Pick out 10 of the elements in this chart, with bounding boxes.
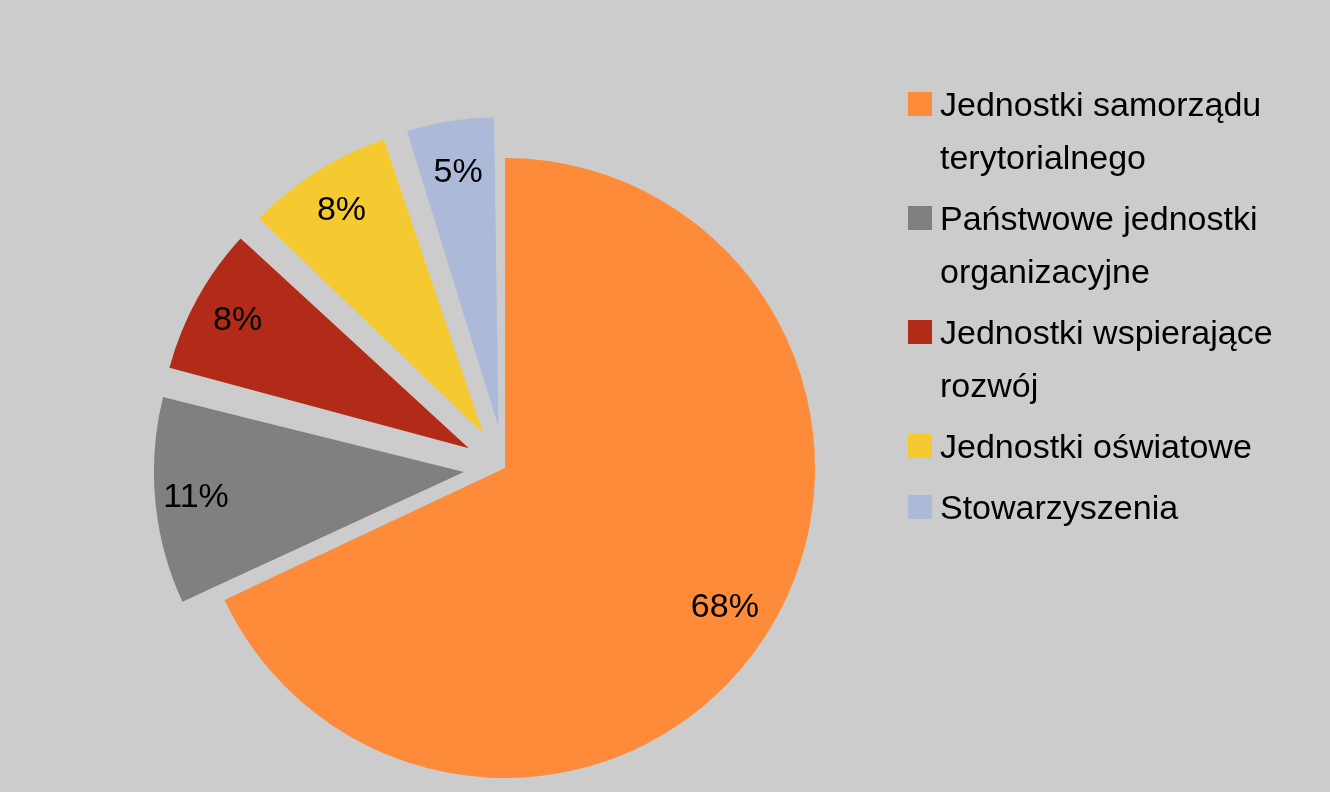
legend-label: Jednostki wspierające rozwój [940,312,1274,406]
data-label: 68% [690,585,759,624]
data-label: 11% [163,475,229,514]
legend-label: Jednostki samorządu terytorialnego [940,84,1263,178]
legend-label: Państwowe jednostki organizacyjne [940,198,1259,292]
legend-label: Jednostki oświatowe [940,426,1252,467]
data-label: 8% [213,299,263,338]
data-label: 8% [316,188,367,227]
data-label: 5% [433,150,483,189]
legend-label: Stowarzyszenia [940,487,1179,528]
